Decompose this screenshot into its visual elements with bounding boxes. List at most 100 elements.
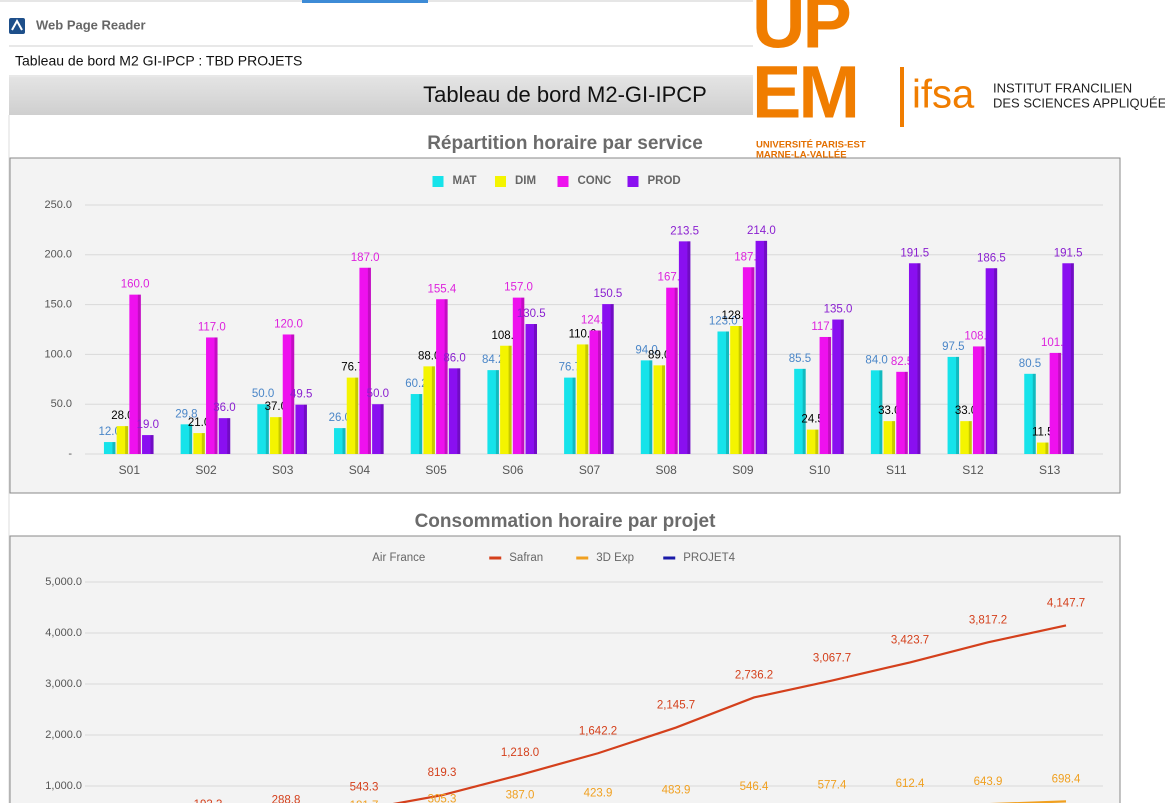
y-tick-label: 2,000.0	[45, 729, 82, 741]
bar	[410, 394, 423, 454]
bar	[116, 426, 129, 454]
value-label: 86.0	[443, 352, 465, 364]
bar	[180, 424, 193, 454]
bar	[346, 377, 359, 454]
bar	[730, 326, 742, 454]
value-label: 1,642.2	[579, 725, 617, 737]
bar-side	[585, 344, 589, 454]
value-label: 84.0	[865, 354, 887, 366]
header-title: Tableau de bord M2-GI-IPCP	[423, 82, 707, 107]
x-tick-label: S11	[886, 463, 907, 477]
active-tab[interactable]	[302, 0, 428, 3]
x-tick-label: S13	[1039, 463, 1061, 477]
value-label: 612.4	[896, 778, 925, 790]
x-tick-label: S05	[425, 463, 447, 477]
value-label: 187.0	[351, 252, 380, 264]
legend-swatch	[557, 176, 569, 187]
bar-side	[917, 263, 921, 454]
bar	[257, 404, 269, 454]
value-label: 423.9	[584, 787, 613, 799]
bar-side	[674, 287, 678, 454]
bar-side	[125, 426, 129, 454]
value-label: 50.0	[252, 388, 274, 400]
bar-side	[380, 404, 384, 454]
bar-side	[598, 330, 601, 454]
logo-institute: INSTITUT FRANCILIEN	[993, 80, 1132, 95]
bar	[1062, 263, 1074, 454]
legend-label: PROD	[648, 175, 681, 187]
value-label: 37.0	[265, 401, 287, 413]
value-label: 150.5	[594, 288, 623, 300]
value-label: 28.0	[111, 410, 133, 422]
bar	[218, 418, 231, 454]
value-label: 305.3	[428, 793, 457, 803]
bar-side	[1045, 442, 1049, 454]
bar-side	[419, 394, 423, 454]
bar	[334, 428, 346, 454]
bar-side	[112, 442, 116, 454]
value-label: 29.8	[175, 408, 197, 420]
legend-label: PROJET4	[683, 552, 735, 564]
logo: UP EM UNIVERSITÉ PARIS-EST MARNE-LA-VALL…	[752, 0, 1165, 161]
value-label: 60.2	[405, 378, 427, 390]
value-label: 191.5	[1054, 247, 1083, 259]
value-label: 117.0	[198, 321, 226, 333]
value-label: 3,423.7	[891, 634, 929, 646]
bar	[295, 404, 307, 454]
bar	[282, 334, 295, 454]
y-tick-label: 1,000.0	[45, 780, 82, 792]
x-tick-label: S08	[656, 463, 678, 477]
value-label: 387.0	[506, 789, 535, 801]
bar-side	[342, 428, 346, 454]
y-tick-label: 250.0	[44, 199, 72, 211]
x-tick-label: S10	[809, 463, 831, 477]
bar-side	[572, 377, 576, 454]
logo-university: UNIVERSITÉ PARIS-EST	[756, 140, 866, 151]
bar	[666, 287, 678, 454]
bar	[960, 421, 972, 454]
bar	[423, 366, 435, 454]
bar-side	[828, 336, 832, 454]
bar	[448, 368, 461, 454]
x-tick-label: S03	[272, 463, 294, 477]
x-tick-label: S07	[579, 463, 601, 477]
value-label: 819.3	[428, 767, 457, 779]
bar	[602, 304, 614, 454]
bar-side	[661, 365, 665, 454]
breadcrumb[interactable]: Tableau de bord M2 GI-IPCP : TBD PROJETS	[15, 53, 302, 69]
bar	[908, 263, 921, 454]
bar-side	[968, 421, 972, 454]
bar-side	[355, 377, 359, 454]
x-tick-label: S12	[962, 463, 984, 477]
x-tick-label: S02	[195, 463, 217, 477]
bar	[1036, 442, 1049, 454]
value-label: 157.0	[504, 282, 533, 294]
bar-side	[189, 424, 193, 454]
bar-side	[303, 404, 307, 454]
y-tick-label: 3,000.0	[45, 678, 82, 690]
bar	[270, 417, 282, 454]
bar	[206, 337, 218, 454]
value-label: 186.5	[977, 252, 1006, 264]
value-label: 33.0	[878, 405, 900, 417]
value-label: 214.0	[747, 225, 776, 237]
chart-frame	[9, 535, 1121, 803]
value-label: 2,145.7	[657, 700, 695, 712]
value-label: 12.0	[99, 426, 121, 438]
value-label: 82.5	[891, 356, 913, 368]
x-tick-label: S01	[119, 463, 141, 477]
bar	[129, 294, 141, 454]
legend-swatch	[495, 176, 506, 187]
bar-side	[802, 368, 806, 454]
value-label: 1,218.0	[501, 747, 539, 759]
bar-side	[725, 331, 729, 454]
value-label: 3,067.7	[813, 653, 851, 665]
bar-side	[840, 319, 844, 454]
bar-side	[956, 356, 960, 454]
x-tick-label: S04	[349, 463, 371, 477]
value-label: 85.5	[789, 353, 811, 365]
bar-side	[649, 360, 653, 454]
bar-side	[892, 421, 896, 454]
legend-label: Air France	[372, 552, 425, 564]
bar	[1049, 352, 1062, 454]
